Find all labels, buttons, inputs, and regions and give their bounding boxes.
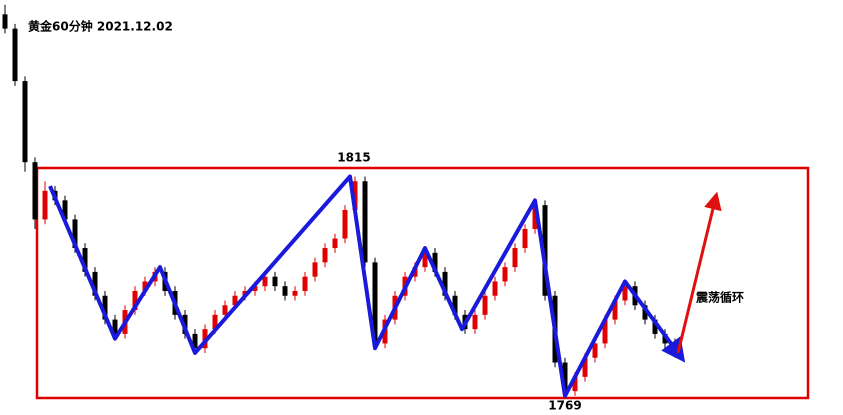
candle-body bbox=[642, 305, 648, 320]
candle-body bbox=[12, 28, 18, 82]
candle-body bbox=[572, 376, 578, 392]
candle-body bbox=[362, 181, 368, 263]
candle-body bbox=[102, 295, 108, 320]
candle-body bbox=[482, 295, 488, 315]
low-label: 1769 bbox=[548, 399, 581, 413]
candle-body bbox=[82, 248, 88, 272]
projection-arrow bbox=[676, 191, 722, 354]
candle-body bbox=[422, 252, 428, 268]
candle-body bbox=[602, 319, 608, 344]
candle-body bbox=[232, 295, 238, 306]
candle-body bbox=[652, 319, 658, 334]
candle-body bbox=[502, 267, 508, 282]
candle-body bbox=[272, 276, 278, 287]
candle-body bbox=[352, 181, 358, 210]
candle-body bbox=[542, 205, 548, 296]
candle-body bbox=[292, 290, 298, 296]
candle-body bbox=[622, 286, 628, 301]
candle-body bbox=[302, 276, 308, 291]
candle-body bbox=[452, 295, 458, 315]
candle-body bbox=[432, 252, 438, 272]
candle-body bbox=[592, 343, 598, 358]
candle-body bbox=[42, 190, 48, 220]
candle-body bbox=[442, 271, 448, 296]
candle-body bbox=[62, 200, 68, 220]
candle-body bbox=[322, 248, 328, 263]
candle-body bbox=[72, 219, 78, 249]
candle-body bbox=[92, 271, 98, 296]
candle-body bbox=[562, 362, 568, 392]
wave-line bbox=[48, 174, 686, 398]
candle-body bbox=[582, 357, 588, 377]
candle-body bbox=[522, 228, 528, 249]
candle-body bbox=[112, 319, 118, 334]
candle-body bbox=[192, 333, 198, 349]
candle-body bbox=[32, 162, 38, 220]
candle-body bbox=[612, 300, 618, 320]
note: 震荡循环 bbox=[696, 290, 744, 305]
candle-body bbox=[282, 286, 288, 296]
candle-body bbox=[372, 262, 378, 344]
candle-body bbox=[222, 305, 228, 315]
high-label: 1815 bbox=[337, 151, 370, 165]
candle-body bbox=[142, 281, 148, 291]
candle-body bbox=[262, 276, 268, 287]
candle-body bbox=[472, 314, 478, 330]
candle-body bbox=[312, 262, 318, 277]
candle-body bbox=[252, 286, 258, 291]
candle-body bbox=[512, 248, 518, 268]
candle-body bbox=[212, 314, 218, 330]
candle-body bbox=[332, 238, 338, 249]
candle-body bbox=[2, 14, 8, 29]
range-box bbox=[35, 166, 810, 400]
candle-body bbox=[342, 209, 348, 239]
candle-body bbox=[532, 205, 538, 229]
candle-body bbox=[22, 81, 28, 163]
candle-body bbox=[492, 281, 498, 296]
candle-body bbox=[132, 290, 138, 311]
chart-title: 黄金60分钟 2021.12.02 bbox=[28, 19, 173, 34]
